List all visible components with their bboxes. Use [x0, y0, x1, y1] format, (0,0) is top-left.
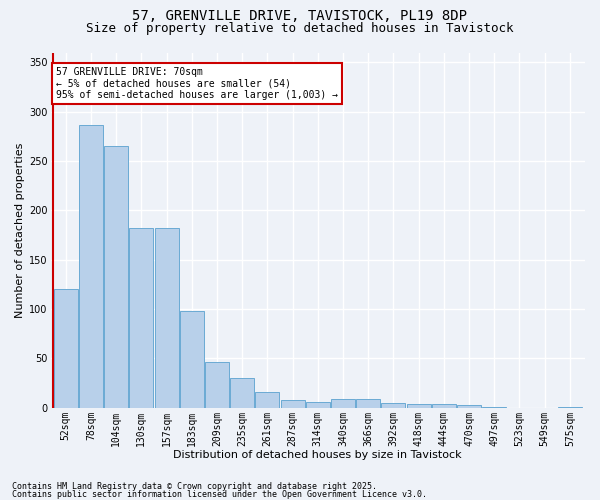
Bar [104, 146, 128, 408]
Text: 57 GRENVILLE DRIVE: 70sqm
← 5% of detached houses are smaller (54)
95% of semi-d: 57 GRENVILLE DRIVE: 70sqm ← 5% of detach… [56, 66, 338, 100]
Bar [205, 362, 229, 408]
Bar [432, 404, 456, 408]
Bar [407, 404, 431, 408]
Bar [482, 407, 506, 408]
Bar [180, 311, 204, 408]
Bar [382, 403, 406, 408]
Bar [356, 399, 380, 408]
Bar [306, 402, 330, 408]
Bar [331, 399, 355, 408]
Bar [130, 228, 153, 408]
Bar [79, 124, 103, 408]
Text: 57, GRENVILLE DRIVE, TAVISTOCK, PL19 8DP: 57, GRENVILLE DRIVE, TAVISTOCK, PL19 8DP [133, 9, 467, 23]
Text: Size of property relative to detached houses in Tavistock: Size of property relative to detached ho… [86, 22, 514, 35]
X-axis label: Distribution of detached houses by size in Tavistock: Distribution of detached houses by size … [173, 450, 462, 460]
Bar [54, 290, 77, 408]
Bar [558, 407, 582, 408]
Text: Contains public sector information licensed under the Open Government Licence v3: Contains public sector information licen… [12, 490, 427, 499]
Y-axis label: Number of detached properties: Number of detached properties [15, 142, 25, 318]
Bar [256, 392, 280, 408]
Bar [155, 228, 179, 408]
Text: Contains HM Land Registry data © Crown copyright and database right 2025.: Contains HM Land Registry data © Crown c… [12, 482, 377, 491]
Bar [281, 400, 305, 408]
Bar [457, 405, 481, 408]
Bar [230, 378, 254, 408]
